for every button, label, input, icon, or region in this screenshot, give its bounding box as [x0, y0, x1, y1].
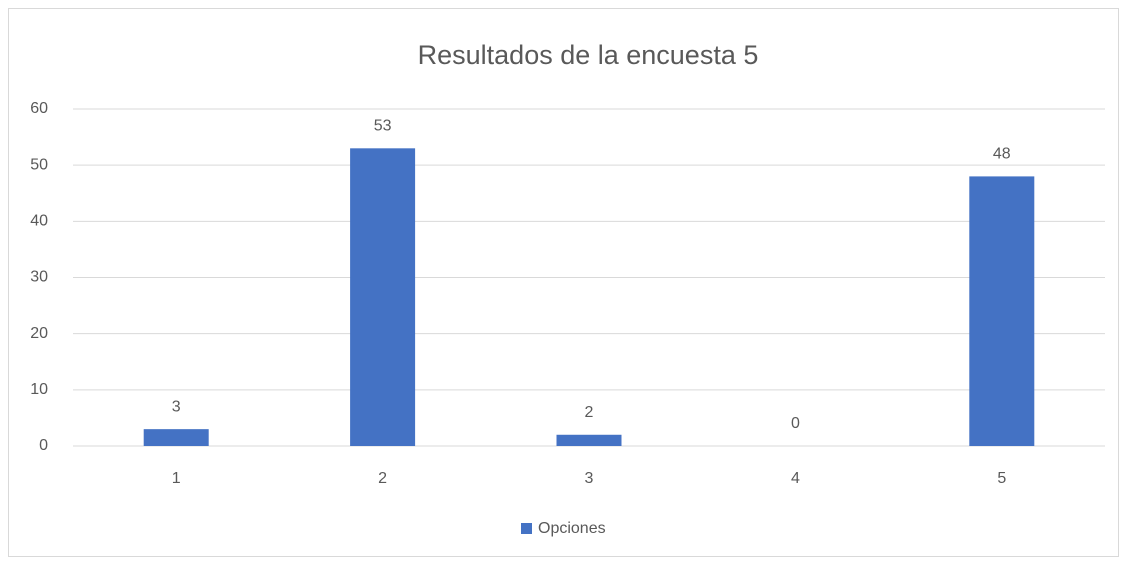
- data-label: 0: [791, 415, 800, 432]
- y-tick-label: 40: [30, 213, 48, 230]
- data-label: 3: [172, 398, 181, 415]
- y-tick-label: 0: [39, 437, 48, 454]
- y-tick-label: 20: [30, 325, 48, 342]
- chart-title: Resultados de la encuesta 5: [418, 40, 759, 70]
- bar: [143, 429, 209, 446]
- x-tick-label: 4: [791, 470, 800, 487]
- x-tick-label: 2: [378, 470, 387, 487]
- bar: [350, 148, 416, 447]
- legend-label: Opciones: [538, 520, 606, 537]
- data-label: 2: [585, 404, 594, 421]
- y-tick-label: 10: [30, 381, 48, 398]
- bar: [969, 176, 1035, 446]
- x-tick-label: 3: [585, 470, 594, 487]
- x-tick-label: 5: [997, 470, 1006, 487]
- chart-border: [8, 8, 1119, 557]
- legend-swatch: [521, 523, 532, 534]
- x-tick-label: 1: [172, 470, 181, 487]
- data-label: 48: [993, 146, 1011, 163]
- data-label: 53: [374, 118, 392, 135]
- bar: [556, 434, 622, 446]
- y-tick-label: 30: [30, 269, 48, 286]
- y-tick-label: 60: [30, 100, 48, 117]
- y-tick-label: 50: [30, 156, 48, 173]
